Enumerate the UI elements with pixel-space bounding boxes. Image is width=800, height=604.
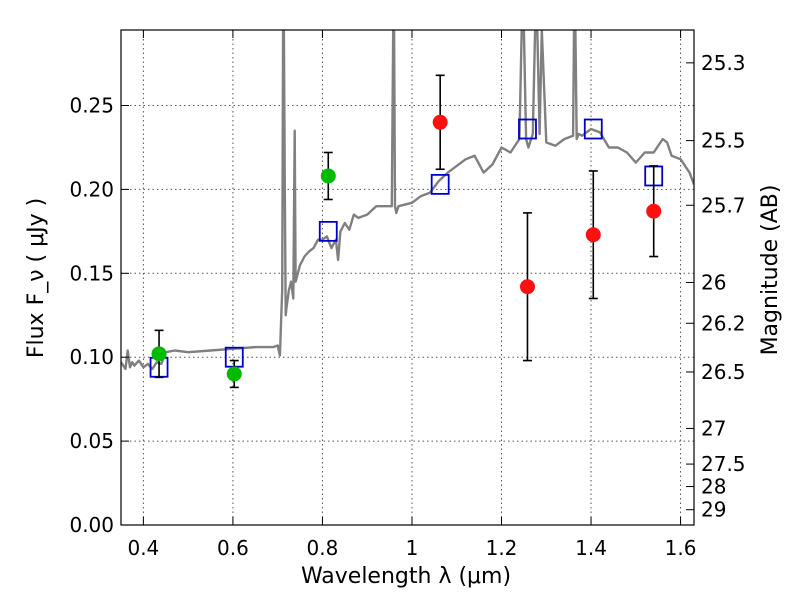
sed-model-line [121,30,694,371]
model-photometry-square [430,173,450,195]
mag-tick-label: 26.5 [701,360,746,384]
optical-data-point [320,168,336,184]
nir-data-point [519,279,535,295]
data-points [149,74,664,389]
mag-tick-label: 27.5 [701,452,746,476]
mag-tick-label: 26 [701,270,726,294]
y-tick-label: 0.05 [69,429,114,453]
mag-tick-label: 26.2 [701,311,746,335]
x-tick-label: 0.4 [127,536,159,560]
model-photometry-square [518,118,537,140]
y-tick-label: 0.00 [69,513,114,537]
y-tick-label: 0.15 [69,261,114,285]
grid [121,30,694,526]
x-tick-label: 1.4 [575,536,607,560]
nir-data-point [646,203,662,219]
y-tick-label: 0.10 [69,345,114,369]
mag-tick-label: 25.5 [701,129,746,153]
plot-frame [120,29,695,526]
x-tick-label: 0.6 [217,536,249,560]
y-tick-label: 0.20 [69,177,114,201]
model-photometry-square [318,220,338,242]
axes: 0.4 0.6 0.8 1 1.2 1.4 1.6 0.00 0.05 0.10 0.15 0.20 0… [69,30,746,560]
y2-axis-label: Magnitude (AB) [758,185,783,356]
nir-data-point [432,114,448,130]
x-tick-label: 1 [406,536,419,560]
mag-tick-label: 25.7 [701,193,746,217]
x-tick-label: 0.8 [307,536,339,560]
x-tick-label: 1.2 [486,536,518,560]
x-axis-label: Wavelength λ (μm) [301,564,511,589]
mag-tick-label: 28 [701,475,726,499]
y-tick-label: 0.25 [69,94,114,118]
x-tick-label: 1.6 [665,536,697,560]
y-axis-label: Flux F_ν ( μJy ) [24,198,49,358]
nir-data-point [585,227,601,243]
mag-tick-label: 25.3 [701,51,746,75]
plot-area [121,30,694,371]
optical-data-point [226,366,242,382]
mag-tick-label: 27 [701,416,726,440]
mag-tick-label: 29 [701,498,726,522]
model-photometry-square [583,118,603,140]
optical-data-point [151,346,167,362]
